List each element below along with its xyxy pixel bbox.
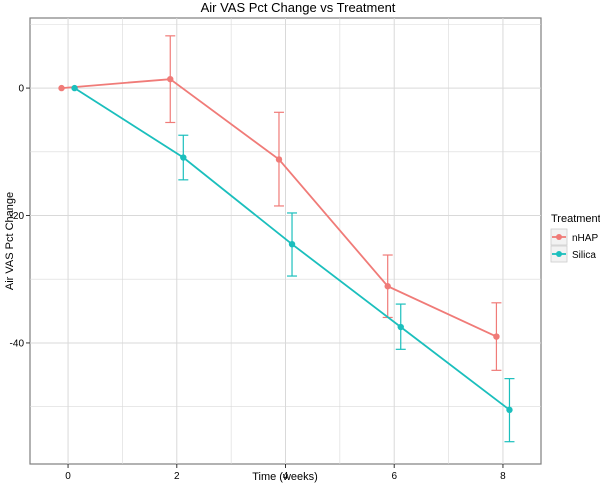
data-point-silica <box>180 154 187 161</box>
data-point-silica <box>288 240 296 248</box>
data-point-nhap <box>275 156 283 163</box>
y-tick-label: -20 <box>10 211 25 222</box>
legend-item-silica: Silica <box>550 245 596 263</box>
x-tick-label: 2 <box>174 471 180 482</box>
legend-label-nhap: nHAP <box>572 233 598 244</box>
data-point-silica <box>506 406 513 414</box>
y-axis-title: Air VAS Pct Change <box>4 192 16 290</box>
data-point-silica <box>397 323 404 331</box>
legend-title: Treatment <box>551 213 600 225</box>
data-point-nhap <box>493 333 500 340</box>
x-axis-title: Time (weeks) <box>252 471 318 483</box>
y-axis-ticks: 0 -20 -40 <box>10 84 30 349</box>
legend-item-nhap: nHAP <box>550 228 598 246</box>
x-tick-label: 0 <box>65 471 71 482</box>
grid <box>30 18 541 464</box>
y-tick-label: -40 <box>10 338 25 349</box>
y-tick-label: 0 <box>18 84 24 95</box>
data-point-nhap <box>384 283 391 290</box>
x-tick-label: 6 <box>391 471 397 482</box>
data-point-nhap <box>58 84 65 92</box>
legend-label-silica: Silica <box>572 250 596 261</box>
legend: Treatment nHAP Silica <box>550 213 600 263</box>
series-points <box>58 75 513 414</box>
x-tick-label: 4 <box>283 471 289 482</box>
chart-title: Air VAS Pct Change vs Treatment <box>201 0 396 15</box>
x-tick-label: 8 <box>500 471 506 482</box>
data-point-silica <box>71 84 78 92</box>
x-axis-ticks: 0 2 4 6 8 <box>65 464 506 482</box>
data-point-nhap <box>167 75 174 83</box>
